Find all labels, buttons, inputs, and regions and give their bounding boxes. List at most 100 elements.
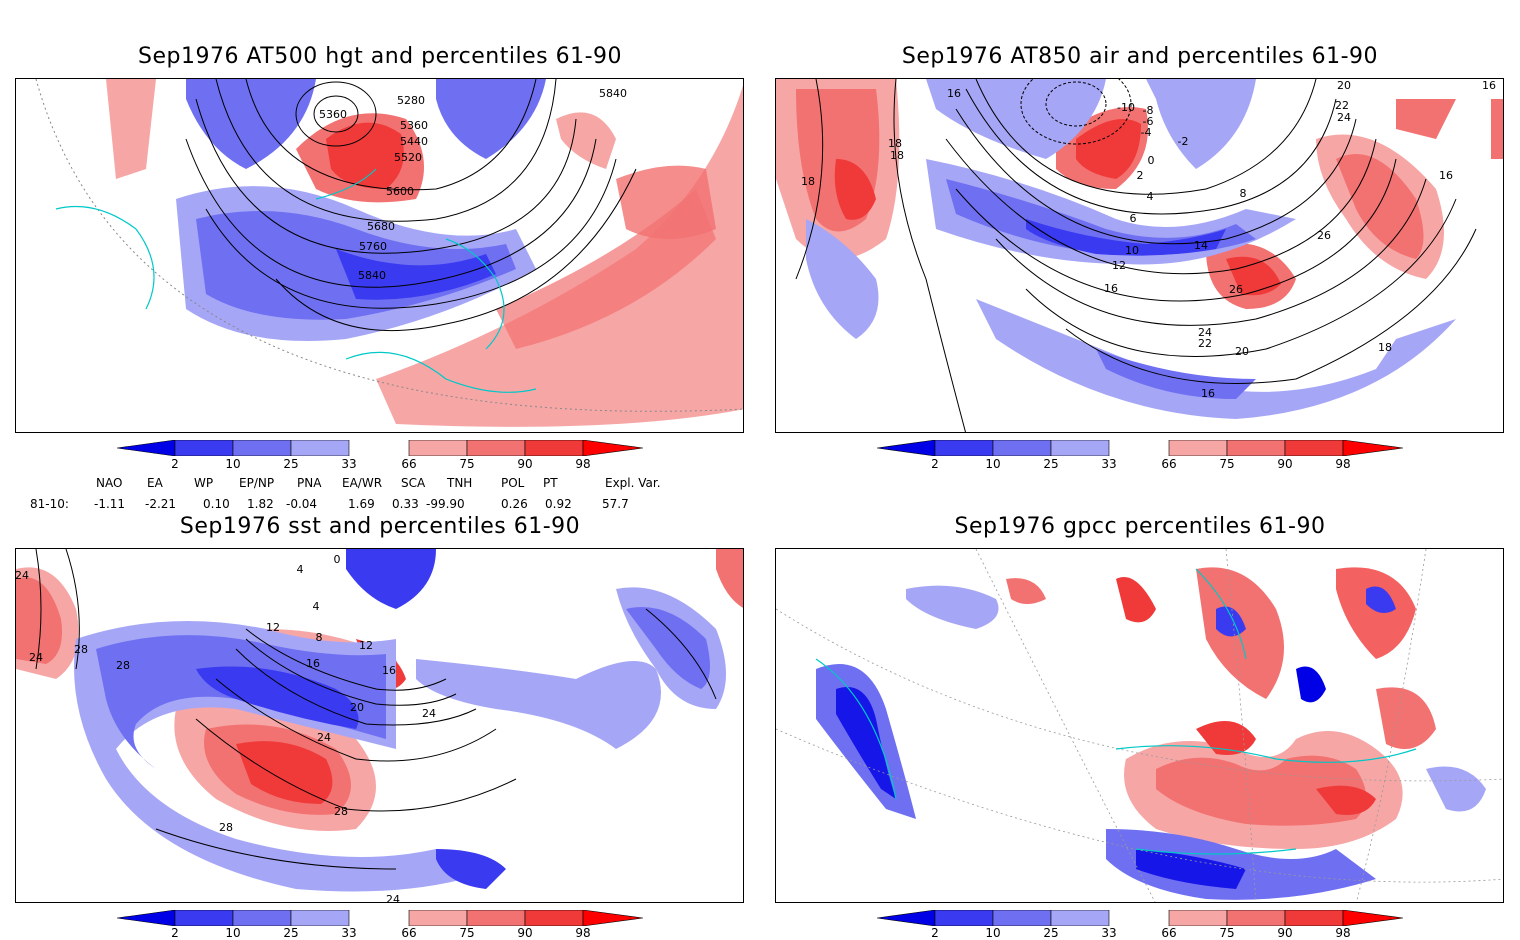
contour-label: 5840: [599, 87, 627, 100]
colorbar-label: 75: [459, 457, 475, 471]
contour-label: 12: [266, 621, 280, 634]
contour-label: 5760: [359, 240, 387, 253]
contour-label: 24: [29, 651, 43, 664]
tc-value: 0.26: [501, 497, 528, 511]
tc-header: WP: [194, 476, 214, 490]
colorbar-label: 33: [1101, 926, 1117, 940]
contour-label: 5440: [400, 135, 428, 148]
map-gpcc: [776, 549, 1503, 902]
colorbar-label: 98: [1335, 457, 1351, 471]
panel-title-hgt: Sep1976 AT500 hgt and percentiles 61-90: [137, 44, 623, 69]
colorbar-label: 25: [283, 457, 299, 471]
colorbar-label: 10: [985, 457, 1001, 471]
contour-label: 22: [1335, 99, 1349, 112]
colorbar-label: 66: [401, 457, 417, 471]
tc-value: -99.90: [426, 497, 465, 511]
contour-label: 24: [1198, 326, 1212, 339]
panel-title-gpcc: Sep1976 gpcc percentiles 61-90: [954, 514, 1326, 539]
contour-label: 18: [801, 175, 815, 188]
tc-value: -2.21: [145, 497, 177, 511]
colorbar-label: 33: [341, 926, 357, 940]
tc-value: -0.04: [286, 497, 318, 511]
colorbar-label: 75: [459, 926, 475, 940]
contour-label: 2: [1137, 169, 1144, 182]
contour-label: 24: [386, 893, 400, 903]
tc-row-label: 81-10:: [30, 497, 69, 511]
tc-value: 0.92: [545, 497, 572, 511]
tc-value: 1.82: [247, 497, 274, 511]
tc-value: -1.11: [94, 497, 126, 511]
tc-header: SCA: [401, 476, 426, 490]
contour-label: 28: [116, 659, 130, 672]
contour-label: 16: [947, 87, 961, 100]
contour-label: 14: [1194, 239, 1208, 252]
contour-label: -4: [1141, 126, 1152, 139]
contour-label: 16: [306, 657, 320, 670]
contour-label: 16: [1104, 282, 1118, 295]
colorbar-label: 75: [1219, 457, 1235, 471]
colorbar-label: 66: [1161, 457, 1177, 471]
contour-label: 5840: [358, 269, 386, 282]
colorbar-label: 98: [1335, 926, 1351, 940]
contour-label: 22: [1198, 337, 1212, 350]
teleconnection-table: NAO EA WP EP/NP PNA EA/WR SCA TNH POL PT…: [0, 476, 760, 512]
colorbar-label: 90: [1277, 457, 1293, 471]
tc-header: EA/WR: [342, 476, 383, 490]
tc-header: POL: [501, 476, 525, 490]
colorbar-label: 2: [931, 457, 939, 471]
contour-label: 20: [1235, 345, 1249, 358]
colorbar-label: 2: [171, 926, 179, 940]
contour-label: -6: [1143, 115, 1154, 128]
colorbar-label: 66: [1161, 926, 1177, 940]
contour-label: 0: [1148, 154, 1155, 167]
contour-label: 18: [888, 137, 902, 150]
contour-label: 12: [1112, 259, 1126, 272]
colorbar-label: 2: [931, 926, 939, 940]
map-air: -10 -8 -6 -4 -2 0 2 4 6 8 10 12 14 16 16…: [776, 79, 1503, 432]
colorbar-label: 33: [1101, 457, 1117, 471]
map-hgt: 5360 5280 5360 5440 5520 5600 5680 5760 …: [16, 79, 743, 432]
panel-title-air: Sep1976 AT850 air and percentiles 61-90: [901, 44, 1379, 69]
colorbar-label: 25: [1043, 926, 1059, 940]
contour-label: 5600: [386, 185, 414, 198]
contour-label: -2: [1178, 135, 1189, 148]
contour-label: 0: [334, 553, 341, 566]
colorbar-label: 90: [517, 457, 533, 471]
contour-label: 20: [1337, 79, 1351, 92]
contour-label: 26: [1317, 229, 1331, 242]
colorbar-label: 10: [225, 926, 241, 940]
contour-label: 16: [1482, 79, 1496, 92]
contour-label: 16: [1439, 169, 1453, 182]
colorbar-sst: [117, 910, 643, 926]
contour-label: 18: [890, 149, 904, 162]
contour-label: 26: [1229, 283, 1243, 296]
contour-label: 5360: [400, 119, 428, 132]
contour-label: 24: [317, 731, 331, 744]
colorbar-label: 10: [985, 926, 1001, 940]
tc-value: 0.33: [392, 497, 419, 511]
contour-label: -8: [1143, 104, 1154, 117]
colorbar-label: 25: [1043, 457, 1059, 471]
contour-label: 4: [1147, 190, 1154, 203]
contour-label: 20: [350, 701, 364, 714]
colorbar-label: 33: [341, 457, 357, 471]
contour-label: 8: [316, 631, 323, 644]
map-panel-air: -10 -8 -6 -4 -2 0 2 4 6 8 10 12 14 16 16…: [775, 78, 1504, 433]
colorbar-gpcc: [877, 910, 1403, 926]
colorbar-label: 90: [517, 926, 533, 940]
contour-label: 5520: [394, 151, 422, 164]
contour-label: 28: [74, 643, 88, 656]
contour-label: 16: [1201, 387, 1215, 400]
tc-header: TNH: [447, 476, 473, 490]
panel-title-sst: Sep1976 sst and percentiles 61-90: [179, 514, 581, 539]
tc-header: Expl. Var.: [605, 476, 661, 490]
contour-label: 5280: [397, 94, 425, 107]
contour-label: 24: [422, 707, 436, 720]
colorbar-label: 75: [1219, 926, 1235, 940]
map-panel-sst: 24 28 28 4 4 8 12 12 16 16 20 24 24 24 2…: [15, 548, 744, 903]
tc-value: 57.7: [602, 497, 629, 511]
map-panel-gpcc: [775, 548, 1504, 903]
contour-label: 12: [359, 639, 373, 652]
contour-label: 6: [1130, 212, 1137, 225]
contour-label: 10: [1125, 244, 1139, 257]
